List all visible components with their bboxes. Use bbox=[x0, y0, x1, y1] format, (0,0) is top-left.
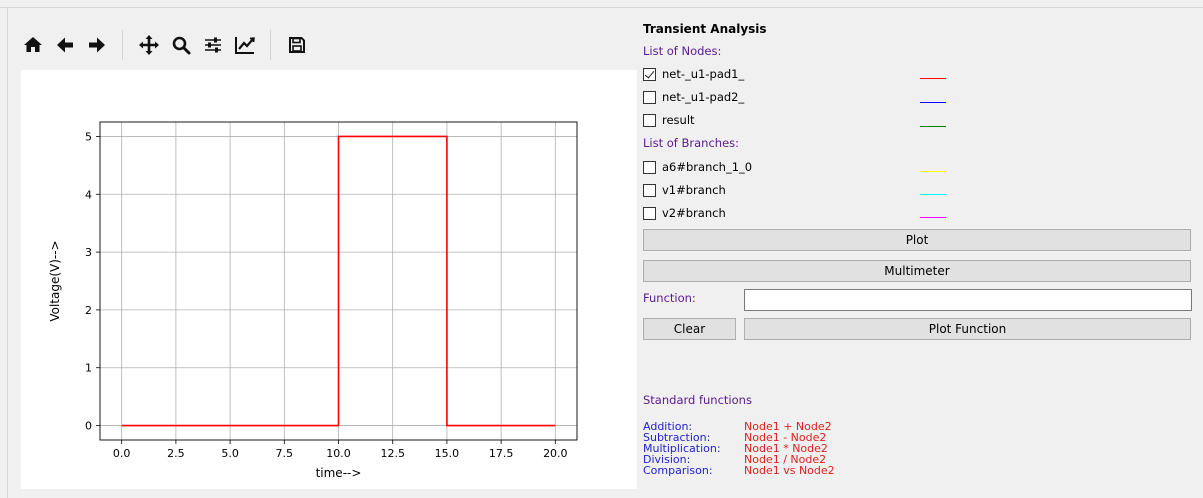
y-tick-label: 2 bbox=[85, 304, 92, 317]
function-expression: Node1 vs Node2 bbox=[744, 464, 835, 477]
x-tick-label: 0.0 bbox=[113, 447, 131, 460]
node-checkbox[interactable] bbox=[643, 67, 656, 81]
standard-functions-title: Standard functions bbox=[643, 393, 752, 407]
node-item[interactable]: net-_u1-pad2_ bbox=[643, 88, 744, 106]
node-label: result bbox=[662, 113, 695, 127]
function-expression: Node1 - Node2 bbox=[744, 431, 827, 444]
save-icon[interactable] bbox=[282, 30, 312, 60]
branch-item[interactable]: a6#branch_1_0 bbox=[643, 158, 752, 176]
x-axis-label: time--> bbox=[316, 466, 362, 480]
function-name: Subtraction: bbox=[643, 431, 711, 444]
branch-color-swatch bbox=[920, 171, 946, 172]
y-tick-label: 5 bbox=[85, 130, 92, 143]
node-color-swatch bbox=[920, 126, 946, 127]
window-frame-left bbox=[7, 7, 8, 498]
nodes-list-label: List of Nodes: bbox=[643, 44, 722, 58]
x-tick-label: 17.5 bbox=[489, 447, 514, 460]
x-tick-label: 20.0 bbox=[543, 447, 568, 460]
y-axis-label: Voltage(V)--> bbox=[48, 240, 62, 321]
pan-icon[interactable] bbox=[134, 30, 164, 60]
branch-item[interactable]: v1#branch bbox=[643, 181, 726, 199]
function-label: Function: bbox=[643, 291, 696, 305]
plot-function-button[interactable]: Plot Function bbox=[744, 318, 1191, 340]
node-item[interactable]: result bbox=[643, 111, 695, 129]
panel-title: Transient Analysis bbox=[643, 22, 767, 36]
clear-button[interactable]: Clear bbox=[643, 318, 736, 340]
function-name: Addition: bbox=[643, 420, 693, 433]
y-tick-label: 1 bbox=[85, 362, 92, 375]
branch-label: v1#branch bbox=[662, 183, 726, 197]
node-checkbox[interactable] bbox=[643, 113, 656, 127]
function-input[interactable] bbox=[744, 289, 1192, 311]
toolbar-separator bbox=[122, 30, 123, 60]
function-name: Division: bbox=[643, 453, 691, 466]
node-color-swatch bbox=[920, 102, 946, 103]
branch-label: a6#branch_1_0 bbox=[662, 160, 753, 174]
branch-checkbox[interactable] bbox=[643, 183, 656, 197]
back-arrow-icon[interactable] bbox=[50, 30, 80, 60]
y-tick-label: 4 bbox=[85, 188, 92, 201]
branch-checkbox[interactable] bbox=[643, 160, 656, 174]
y-tick-label: 3 bbox=[85, 246, 92, 259]
x-tick-label: 7.5 bbox=[276, 447, 294, 460]
function-name: Comparison: bbox=[643, 464, 713, 477]
function-expression: Node1 / Node2 bbox=[744, 453, 827, 466]
x-tick-label: 15.0 bbox=[435, 447, 460, 460]
branch-item[interactable]: v2#branch bbox=[643, 204, 726, 222]
x-tick-label: 10.0 bbox=[326, 447, 351, 460]
multimeter-button[interactable]: Multimeter bbox=[643, 260, 1191, 282]
node-label: net-_u1-pad1_ bbox=[662, 67, 745, 81]
node-item[interactable]: net-_u1-pad1_ bbox=[643, 65, 744, 83]
analysis-panel: Transient Analysis List of Nodes: net-_u… bbox=[643, 18, 1195, 493]
node-label: net-_u1-pad2_ bbox=[662, 90, 745, 104]
plot-button[interactable]: Plot bbox=[643, 229, 1191, 251]
zoom-icon[interactable] bbox=[166, 30, 196, 60]
x-tick-label: 12.5 bbox=[380, 447, 405, 460]
function-name: Multiplication: bbox=[643, 442, 721, 455]
function-expression: Node1 * Node2 bbox=[744, 442, 828, 455]
edit-axis-icon[interactable] bbox=[230, 30, 260, 60]
branch-color-swatch bbox=[920, 217, 946, 218]
configure-subplots-icon[interactable] bbox=[198, 30, 228, 60]
x-tick-label: 2.5 bbox=[167, 447, 185, 460]
branch-label: v2#branch bbox=[662, 206, 726, 220]
y-tick-label: 0 bbox=[85, 420, 92, 433]
window-frame-top bbox=[0, 7, 1203, 8]
home-icon[interactable] bbox=[18, 30, 48, 60]
node-color-swatch bbox=[920, 78, 946, 79]
plot-canvas[interactable]: 0.0 2.5 5.0 7.5 10.0 12.5 15.0 17.5 20.0 0 1 2 3 4 5 ti… bbox=[21, 70, 637, 489]
series-line bbox=[121, 135, 556, 427]
toolbar-separator bbox=[270, 30, 271, 60]
function-expression: Node1 + Node2 bbox=[744, 420, 832, 433]
branches-list-label: List of Branches: bbox=[643, 136, 740, 150]
chart: 0.0 2.5 5.0 7.5 10.0 12.5 15.0 17.5 20.0 0 1 2 3 4 5 ti… bbox=[48, 121, 578, 480]
branch-checkbox[interactable] bbox=[643, 206, 656, 220]
node-checkbox[interactable] bbox=[643, 90, 656, 104]
x-tick-label: 5.0 bbox=[221, 447, 239, 460]
branch-color-swatch bbox=[920, 194, 946, 195]
forward-arrow-icon[interactable] bbox=[82, 30, 112, 60]
